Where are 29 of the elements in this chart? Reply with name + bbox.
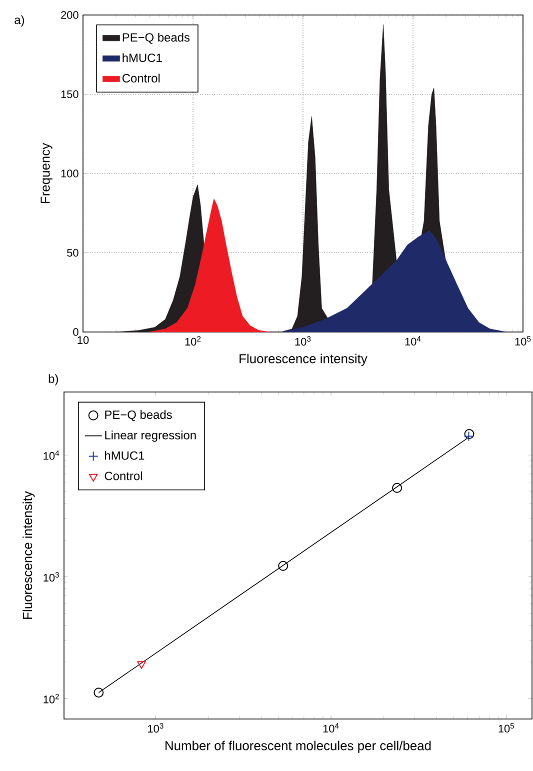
x-axis-title: Fluorescence intensity [240,354,368,366]
y-tick-label: 10$^{2}$ [44,694,59,704]
x-tick-label: 10$^{3}$ [295,336,311,346]
x-tick-label: 10$^{2}$ [185,336,201,346]
legend-label: Control [104,471,142,480]
legend-label: PE−Q beads [105,410,172,422]
legend-label: Linear regression [105,430,196,442]
y-axis-title: Frequency [40,142,52,204]
y-tick-label: 10$^{3}$ [44,572,59,582]
x-axis-title: Number of fluorescent molecules per cell/bead [166,740,431,753]
legend-label: hMUC1 [122,53,162,62]
text: a) [14,15,24,27]
y-tick-label: 10$^{4}$ [44,450,60,460]
x-tick-label: 10$^{4}$ [323,723,339,733]
legend-label: PE−Q beads [122,32,190,44]
legend-label: hMUC1 [105,451,144,460]
y-tick-label: 50 [67,248,78,257]
y-tick-label: 0 [73,328,78,336]
text: b) [48,374,58,386]
x-tick-label: 10$^{4}$ [405,336,421,346]
legend-label: Control [122,74,160,82]
y-tick-label: 200 [61,11,78,19]
x-tick-label: 10$^{5}$ [515,336,531,346]
y-tick-label: 100 [61,170,78,178]
x-tick-label: 10$^{5}$ [498,723,514,733]
x-tick-label: 10 [78,336,89,344]
y-tick-label: 150 [61,90,78,98]
x-tick-label: 10$^{3}$ [148,723,164,733]
y-axis-title: Fluorescence intensity [22,491,35,619]
